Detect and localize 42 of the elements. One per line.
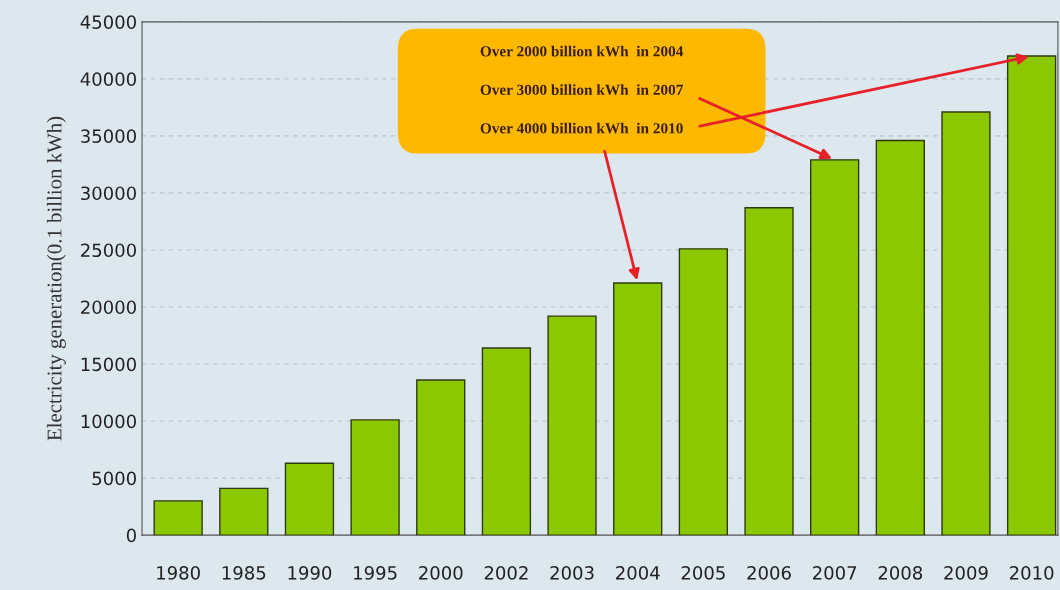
y-tick-label: 45000 <box>80 15 136 29</box>
annotation: Over 3000 billion kWh in 2007 <box>480 84 684 96</box>
x-tick-label: 2003 <box>550 566 594 580</box>
bar <box>350 419 400 536</box>
y-tick-label: 10000 <box>81 414 136 429</box>
x-tick-label: 2002 <box>484 566 528 580</box>
annotation: Over 4000 billion kWh in 2010 <box>480 122 683 134</box>
y-tick-label: 40000 <box>80 72 136 86</box>
y-tick-label: 15000 <box>81 357 136 372</box>
x-tick-label: 2009 <box>944 566 988 580</box>
y-axis-title: Electricity generation(0.1 billion kWh) <box>46 116 66 441</box>
x-tick-label: 2007 <box>813 566 857 580</box>
x-tick-label: 1980 <box>157 566 200 580</box>
x-tick-label: 2005 <box>681 566 725 580</box>
bar <box>875 139 925 536</box>
bar <box>613 282 663 536</box>
bar <box>941 111 991 536</box>
x-tick-label: 1985 <box>222 566 266 580</box>
x-tick-label: 1995 <box>354 566 397 580</box>
annotation: Over 2000 billion kWh in 2004 <box>480 45 684 57</box>
bar <box>744 207 794 536</box>
y-tick-label: 25000 <box>81 243 136 258</box>
y-tick-label: 0 <box>126 528 136 543</box>
y-tick-label: 30000 <box>81 186 136 201</box>
x-tick-label: 1990 <box>288 566 332 580</box>
bar <box>810 159 860 536</box>
bar <box>547 315 597 536</box>
bar <box>481 347 532 536</box>
x-tick-label: 2000 <box>419 566 463 580</box>
x-tick-label: 2006 <box>747 566 791 580</box>
x-tick-label: 2008 <box>878 566 923 580</box>
bar <box>678 248 729 536</box>
bar <box>284 462 335 536</box>
x-tick-label: 2010 <box>1009 566 1054 580</box>
bar <box>153 500 203 536</box>
y-tick-label: 20000 <box>81 300 136 315</box>
bar <box>1006 55 1057 536</box>
bar <box>416 379 466 536</box>
bar <box>219 487 269 536</box>
y-tick-label: 35000 <box>81 129 136 144</box>
y-tick-label: 5000 <box>92 471 136 486</box>
x-tick-label: 2004 <box>616 566 660 580</box>
